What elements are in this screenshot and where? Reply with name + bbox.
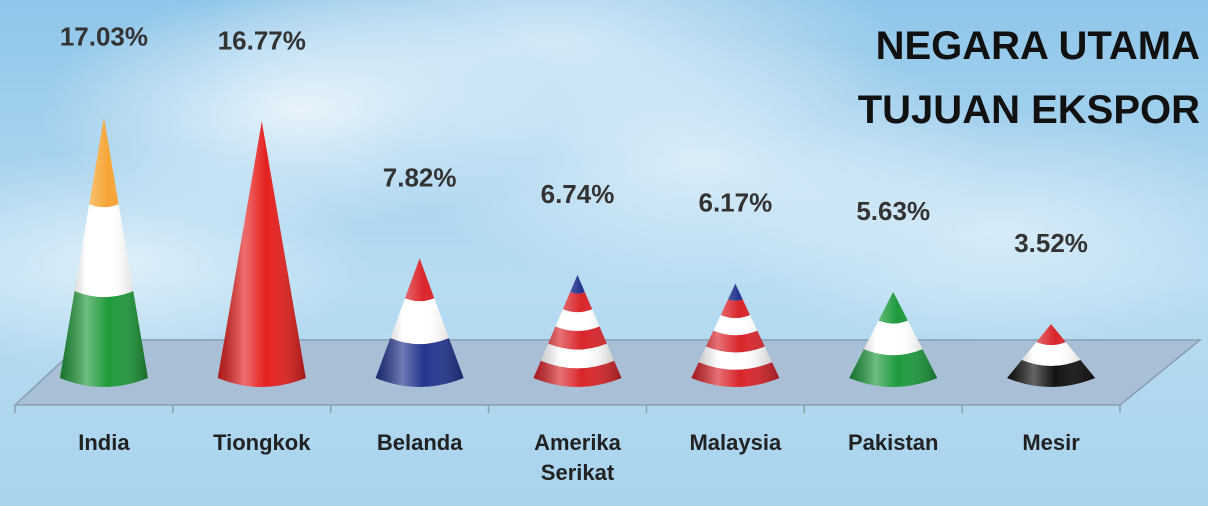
- category-label: Tiongkok: [197, 428, 327, 458]
- cone: [534, 275, 622, 387]
- cone: [376, 258, 464, 387]
- category-label: Pakistan: [828, 428, 958, 458]
- chart-title: NEGARA UTAMA TUJUAN EKSPOR: [810, 14, 1200, 142]
- category-label: Amerika Serikat: [513, 428, 643, 488]
- cone-shade: [691, 284, 779, 387]
- category-label: India: [39, 428, 169, 458]
- category-label: Belanda: [355, 428, 485, 458]
- cone: [60, 117, 148, 387]
- value-label: 6.17%: [698, 188, 772, 218]
- cone-shade: [376, 258, 464, 387]
- cone-shade: [534, 275, 622, 387]
- value-label: 3.52%: [1014, 228, 1088, 258]
- value-label: 6.74%: [541, 179, 615, 209]
- chart: 17.03% 16.77% 7.82% 6.74% 6.17% 5.63% 3.52% NE…: [0, 0, 1208, 506]
- cone: [691, 284, 779, 387]
- category-label: Mesir: [986, 428, 1116, 458]
- value-label: 5.63%: [856, 196, 930, 226]
- value-label: 16.77%: [218, 25, 306, 55]
- value-label: 17.03%: [60, 21, 148, 51]
- value-label: 7.82%: [383, 162, 457, 192]
- cone: [218, 121, 306, 387]
- cone-shade: [218, 121, 306, 387]
- cone-shade: [60, 117, 148, 387]
- category-label: Malaysia: [670, 428, 800, 458]
